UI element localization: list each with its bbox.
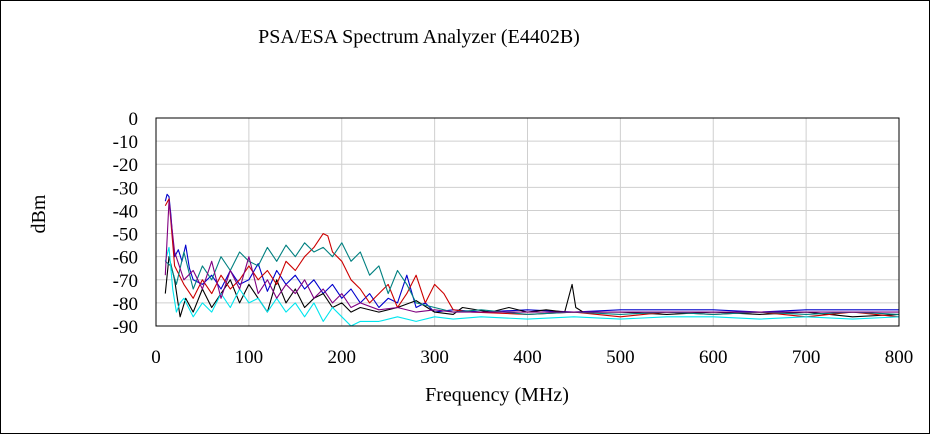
y-tick-label: -10 [113, 132, 138, 153]
y-tick-label: -60 [113, 248, 138, 269]
x-tick-label: 100 [235, 347, 264, 368]
series-line-4 [164, 242, 900, 315]
x-axis-title: Frequency (MHz) [425, 384, 569, 406]
y-tick-label: -70 [113, 271, 138, 292]
y-tick-label: -80 [113, 294, 138, 315]
x-tick-label: 200 [328, 347, 357, 368]
x-tick-label: 300 [420, 347, 449, 368]
series-line-2 [164, 256, 900, 318]
grid-lines [156, 118, 899, 326]
x-tick-label: 500 [606, 347, 635, 368]
y-axis-title: dBm [28, 194, 50, 233]
series-line-6 [164, 200, 899, 313]
x-tick-label: 800 [885, 347, 914, 368]
y-tick-label: -50 [113, 225, 138, 246]
y-tick-labels: 0-10-20-30-40 -50-60-70-80-90 [113, 109, 138, 338]
series-line-3 [164, 198, 900, 318]
plot-border [155, 117, 900, 327]
x-tick-label: 400 [513, 347, 542, 368]
series-line-5 [164, 246, 900, 327]
y-tick-label: -40 [113, 201, 138, 222]
x-tick-label: 700 [792, 347, 821, 368]
series-layer [164, 193, 900, 327]
y-tick-label: -30 [113, 178, 138, 199]
y-tick-label: -20 [113, 155, 138, 176]
y-tick-label: -90 [113, 317, 138, 338]
x-tick-labels: 0 100 200 300 400 500 600 700 800 [151, 347, 913, 368]
series-line-1 [164, 193, 899, 313]
x-tick-label: 0 [151, 347, 161, 368]
chart-title: PSA/ESA Spectrum Analyzer (E4402B) [258, 26, 580, 48]
y-tick-label: 0 [129, 109, 139, 130]
x-tick-label: 600 [699, 347, 728, 368]
